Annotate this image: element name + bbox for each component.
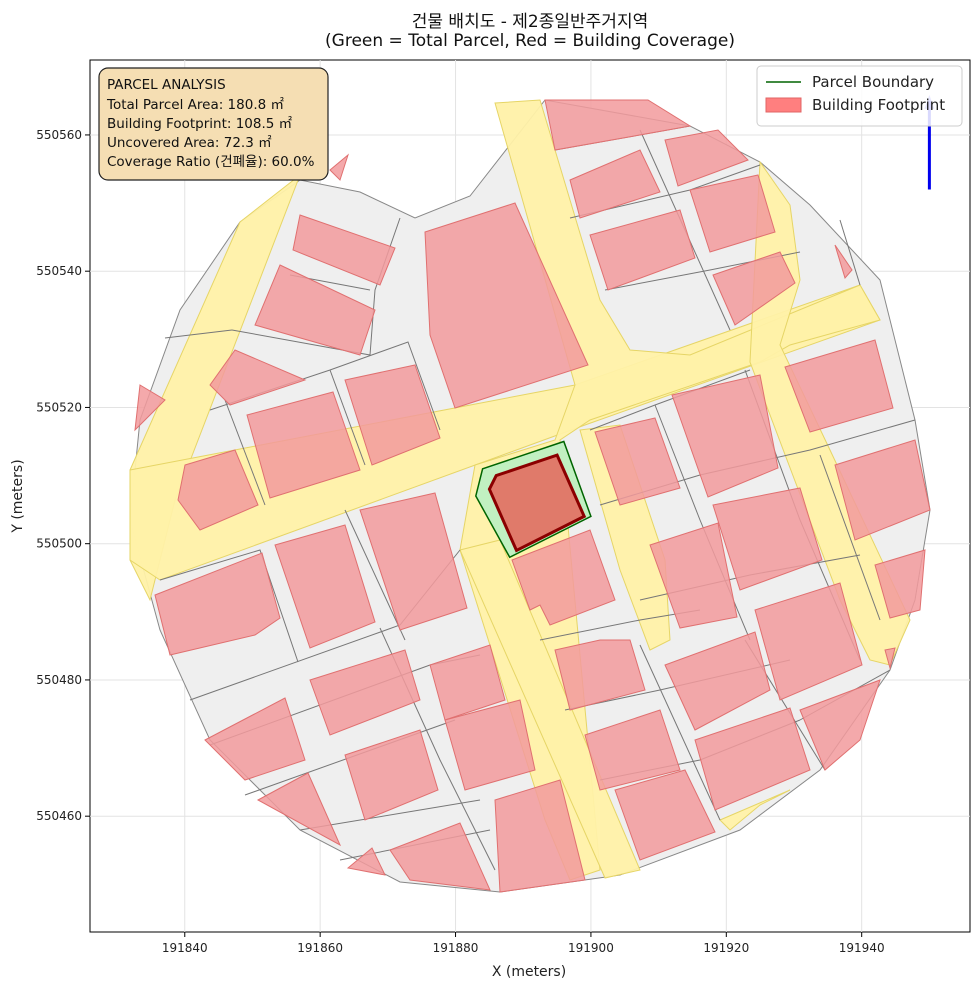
context-building bbox=[254, 264, 376, 356]
context-building bbox=[274, 524, 376, 649]
lot-line bbox=[344, 509, 406, 641]
context-building bbox=[589, 209, 696, 291]
context-building bbox=[569, 149, 661, 219]
context-buildings bbox=[134, 99, 931, 893]
lot-line bbox=[819, 454, 881, 621]
info-line: Building Footprint: 108.5 ㎡ bbox=[107, 116, 293, 132]
legend-swatch-building bbox=[765, 97, 802, 113]
context-building bbox=[712, 487, 823, 591]
context-building bbox=[671, 374, 779, 498]
chart-title-line1: 건물 배치도 - 제2종일반주거지역 bbox=[411, 12, 649, 32]
context-building bbox=[754, 582, 863, 701]
y-tick-label: 550520 bbox=[36, 400, 82, 414]
context-building bbox=[544, 99, 692, 151]
y-tick-label: 550540 bbox=[36, 264, 82, 278]
x-tick-label: 191920 bbox=[703, 941, 749, 955]
context-building bbox=[209, 349, 307, 406]
context-building bbox=[344, 729, 439, 821]
x-axis-label: X (meters) bbox=[492, 964, 566, 980]
context-building bbox=[309, 649, 421, 736]
context-building bbox=[494, 779, 586, 893]
context-building bbox=[694, 707, 811, 811]
lot-line bbox=[164, 329, 233, 339]
lot-line bbox=[159, 549, 299, 663]
context-building bbox=[177, 449, 259, 531]
target-building bbox=[487, 453, 587, 553]
context-building bbox=[784, 339, 894, 433]
info-line: Uncovered Area: 72.3 ㎡ bbox=[107, 135, 272, 151]
context-building bbox=[874, 549, 926, 619]
y-tick-label: 550480 bbox=[36, 673, 82, 687]
target-site bbox=[475, 440, 592, 559]
context-building bbox=[344, 364, 441, 466]
context-building bbox=[834, 244, 853, 280]
lot-line bbox=[329, 369, 366, 466]
y-axis-ticks: 550460 550480 550500 550520 550540 550560 bbox=[36, 128, 90, 823]
info-box-background bbox=[98, 67, 329, 181]
context-building bbox=[154, 552, 281, 656]
chart-title-line2: (Green = Total Parcel, Red = Building Co… bbox=[325, 31, 735, 51]
legend: Parcel Boundary Building Footprint bbox=[756, 65, 963, 127]
y-tick-label: 550500 bbox=[36, 537, 82, 551]
context-building bbox=[584, 709, 681, 791]
x-tick-label: 191900 bbox=[568, 941, 614, 955]
context-building bbox=[649, 522, 738, 629]
context-building bbox=[511, 529, 616, 626]
context-building bbox=[664, 631, 771, 731]
context-building bbox=[204, 697, 306, 781]
context-building bbox=[444, 699, 536, 791]
road-ns-mid bbox=[579, 424, 671, 651]
x-tick-label: 191860 bbox=[297, 941, 343, 955]
road-south bbox=[459, 539, 641, 879]
lot-line bbox=[639, 644, 721, 821]
context-building bbox=[554, 639, 646, 711]
road-se bbox=[719, 789, 791, 831]
context-building bbox=[429, 644, 506, 721]
info-line: Coverage Ratio (건폐율): 60.0% bbox=[107, 154, 315, 170]
legend-label-parcel: Parcel Boundary bbox=[812, 73, 934, 91]
context-building bbox=[614, 769, 716, 861]
x-tick-label: 191840 bbox=[162, 941, 208, 955]
context-building bbox=[134, 384, 166, 432]
context-building bbox=[292, 214, 396, 286]
context-building bbox=[664, 129, 749, 187]
context-building bbox=[799, 679, 881, 771]
context-building bbox=[359, 492, 468, 631]
x-tick-label: 191940 bbox=[839, 941, 885, 955]
lot-line bbox=[839, 219, 861, 286]
y-axis-label: Y (meters) bbox=[10, 459, 26, 533]
context-building bbox=[389, 822, 491, 891]
context-building bbox=[834, 439, 931, 541]
context-building bbox=[689, 174, 776, 253]
y-tick-label: 550560 bbox=[36, 128, 82, 142]
info-heading: PARCEL ANALYSIS bbox=[107, 77, 226, 93]
context-building bbox=[712, 251, 796, 326]
context-building bbox=[424, 202, 589, 409]
parcel-analysis-box: PARCEL ANALYSIS Total Parcel Area: 180.8… bbox=[98, 67, 329, 181]
x-tick-label: 191880 bbox=[433, 941, 479, 955]
context-building bbox=[246, 391, 361, 499]
context-building bbox=[256, 772, 342, 847]
context-building bbox=[594, 417, 681, 506]
legend-label-building: Building Footprint bbox=[812, 96, 945, 114]
info-line: Total Parcel Area: 180.8 ㎡ bbox=[106, 97, 284, 113]
lot-line bbox=[224, 399, 266, 506]
x-axis-ticks: 191840 191860 191880 191900 191920 191940 bbox=[162, 932, 885, 955]
context-building bbox=[884, 647, 896, 670]
y-tick-label: 550460 bbox=[36, 809, 82, 823]
context-building bbox=[346, 847, 386, 876]
context-building bbox=[329, 153, 349, 181]
legend-frame bbox=[756, 65, 963, 127]
